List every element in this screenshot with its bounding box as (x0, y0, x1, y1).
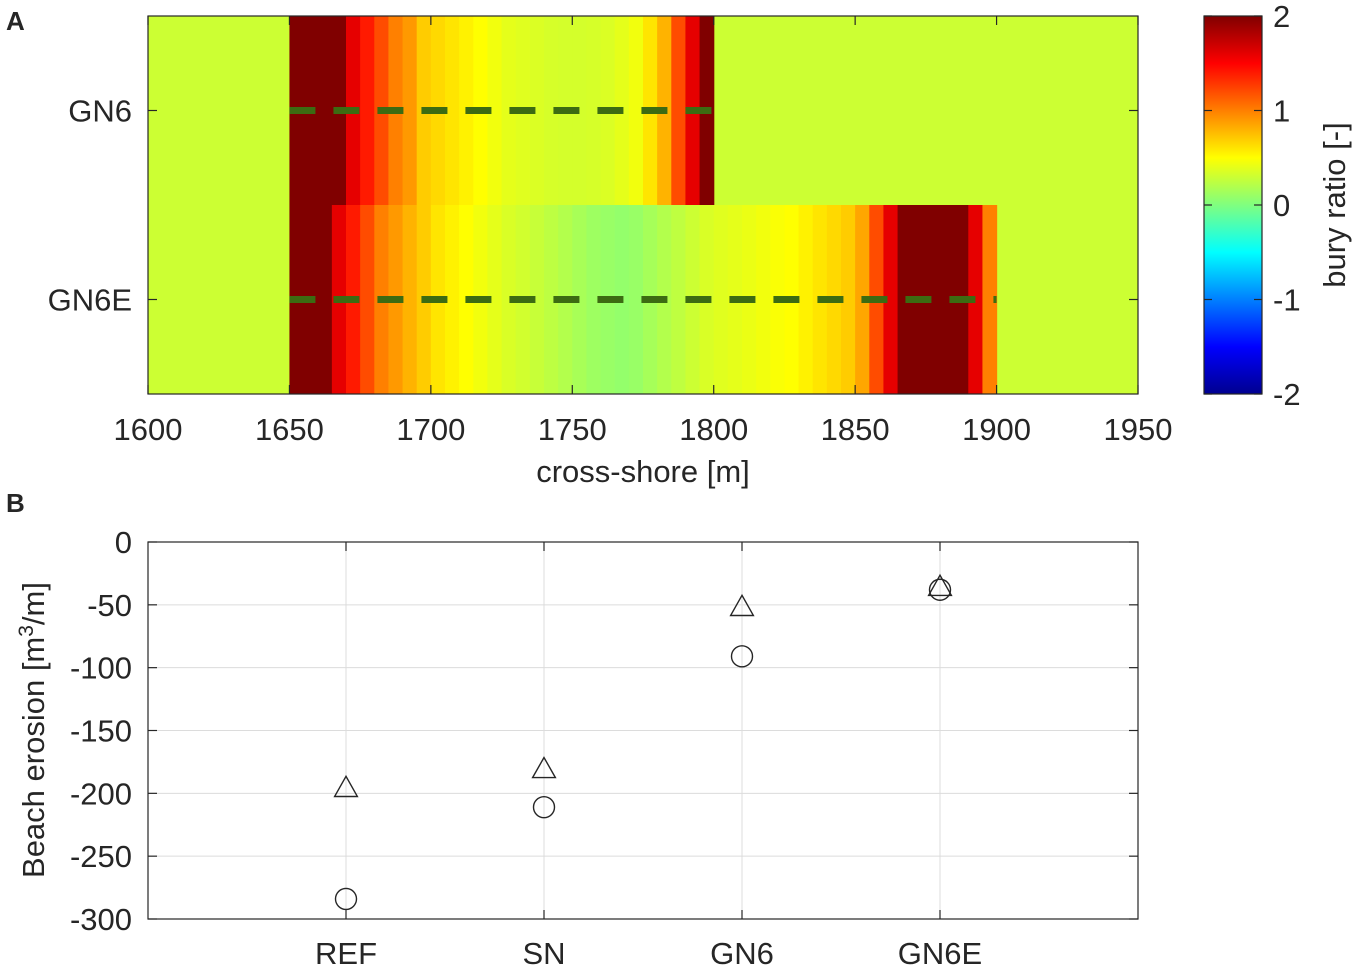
triangle-marker (333, 774, 359, 798)
triangle-marker (531, 756, 557, 779)
heatmap-cell (756, 205, 771, 394)
y-axis-label: Beach erosion [m3/m] (15, 582, 51, 878)
heatmap-cell (713, 205, 729, 394)
x-tick-label: 1750 (538, 412, 607, 447)
heatmap-cell (572, 16, 588, 205)
colorbar-tick-label: 1 (1273, 94, 1290, 129)
colorbar-ticks: 2 1 0 -1 -2 (1204, 0, 1301, 412)
structure-lines (289, 107, 997, 303)
x-tick-label: 1850 (821, 412, 890, 447)
heatmap-cell (317, 16, 333, 205)
colorbar-tick-label: 0 (1273, 188, 1290, 223)
x-tick-label: SN (522, 936, 565, 969)
scatter-axes: 0 -50 -100 -150 -200 -250 -300 REF SN GN6 GN6E (70, 525, 1138, 969)
heatmap-cell (798, 205, 814, 394)
y-tick-label: -250 (70, 839, 132, 874)
circle-marker (928, 578, 952, 601)
y-tick-label: -200 (70, 776, 132, 811)
scatter-markers (333, 573, 953, 911)
y-tick-label: 0 (115, 525, 132, 560)
x-tick-label: 1900 (962, 412, 1031, 447)
heatmap-cell (445, 205, 460, 394)
heatmap-cell (544, 16, 559, 205)
y-tick-label: GN6E (48, 283, 132, 318)
x-tick-label: GN6 (710, 936, 774, 969)
heatmap-cell (572, 205, 588, 394)
heatmap-cell (529, 16, 545, 205)
y-axis-label-superscript: 3 (15, 625, 38, 637)
heatmap-cell (982, 205, 998, 394)
circle-marker (532, 795, 556, 819)
heatmap-cell (671, 16, 687, 205)
circle-marker (730, 645, 754, 668)
heatmap-frame (147, 15, 1139, 395)
x-tick-label: GN6E (898, 936, 982, 969)
heatmap-cell (940, 205, 955, 394)
heatmap-cell (529, 205, 545, 394)
heatmap-cell (586, 16, 602, 205)
heatmap-axes: 1600 1650 1700 1750 1800 1850 1900 1950 GN6 GN6E (48, 16, 1173, 447)
heatmap-cell (883, 205, 899, 394)
panel-label-b: B (6, 488, 25, 518)
x-tick-label: 1700 (396, 412, 465, 447)
colorbar-tick-label: -2 (1273, 377, 1301, 412)
x-axis-label: cross-shore [m] (536, 454, 750, 489)
x-tick-label: REF (315, 936, 377, 969)
y-tick-label: -100 (70, 651, 132, 686)
heatmap-cell (586, 205, 602, 394)
triangle-marker (729, 593, 755, 617)
colorbar-label: bury ratio [-] (1317, 122, 1352, 287)
heatmap-cell (445, 16, 460, 205)
colorbar-tick-label: -1 (1273, 283, 1301, 318)
heatmap-cell (544, 205, 559, 394)
heatmap-cell (487, 16, 503, 205)
colorbar-gradient (1203, 15, 1263, 395)
heatmap-cells (289, 16, 998, 394)
x-tick-label: 1800 (679, 412, 748, 447)
panel-label-a: A (6, 6, 25, 36)
heatmap-cell (360, 205, 375, 394)
heatmap-cell (897, 205, 913, 394)
heatmap-cell (501, 205, 517, 394)
heatmap-cell (487, 205, 503, 394)
heatmap-cell (671, 205, 687, 394)
triangle-marker (927, 573, 953, 597)
y-tick-label: -150 (70, 714, 132, 749)
heatmap-cell (402, 16, 418, 205)
heatmap-plot-area (147, 15, 1139, 395)
x-tick-label: 1650 (255, 412, 324, 447)
circle-marker (334, 887, 358, 911)
y-tick-label: GN6 (68, 94, 132, 129)
heatmap-cell (628, 205, 644, 394)
heatmap-cell (925, 205, 941, 394)
y-axis-label-tail: /m] (16, 582, 51, 625)
heatmap-cell (628, 16, 644, 205)
heatmap-cell (501, 16, 517, 205)
y-axis-label-main: Beach erosion [m (16, 637, 51, 878)
heatmap-cell (317, 205, 333, 394)
y-tick-label: -300 (70, 902, 132, 937)
y-tick-label: -50 (87, 588, 132, 623)
colorbar-tick-label: 2 (1273, 0, 1290, 34)
heatmap-cell (968, 205, 984, 394)
heatmap-cell (360, 16, 375, 205)
heatmap-cell (402, 205, 418, 394)
colorbar: 2 1 0 -1 -2 bury ratio [-] (1203, 0, 1352, 412)
heatmap-cell (841, 205, 856, 394)
scatter-plot-area (147, 541, 1139, 920)
x-tick-label: 1600 (114, 412, 183, 447)
x-tick-label: 1950 (1104, 412, 1173, 447)
